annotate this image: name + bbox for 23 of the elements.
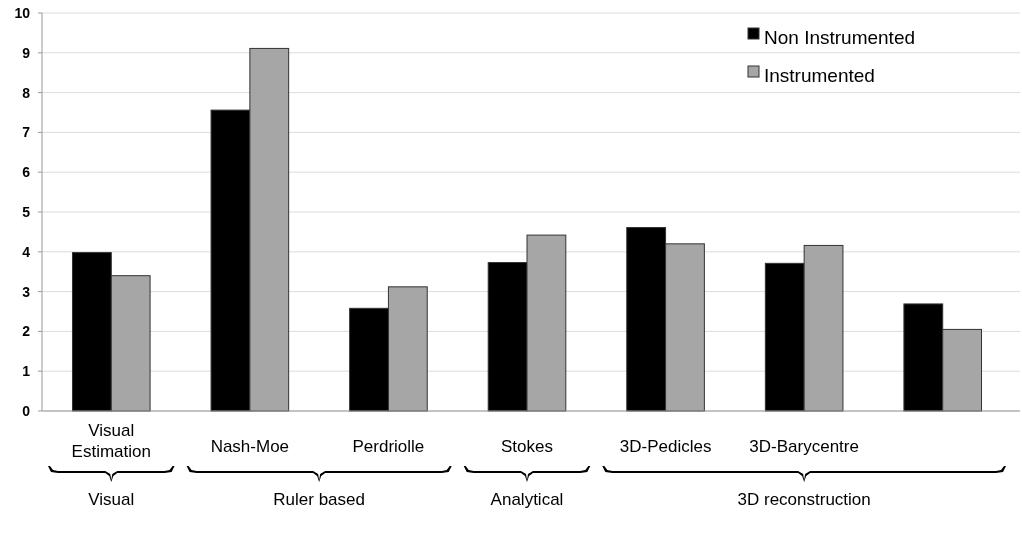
x-tick-label: Perdriolle [352, 437, 425, 456]
y-tick-label: 6 [22, 164, 31, 181]
y-tick-label: 0 [22, 402, 31, 419]
x-tick-label: Nash-Moe [210, 437, 290, 456]
text: 3D reconstruction [737, 490, 871, 509]
y-tick-label: 3 [22, 283, 31, 300]
x-tick-label: Visual Estimation [71, 421, 151, 461]
y-tick-label: 1 [22, 363, 31, 380]
legend-label: Non Instrumented [764, 26, 916, 48]
x-tick-label: Stokes [501, 437, 553, 456]
text: Ruler based [273, 490, 365, 509]
y-tick-label: 10 [14, 4, 31, 21]
legend-label: Instrumented [764, 64, 875, 86]
y-tick-label: 2 [22, 323, 31, 340]
y-tick-label: 5 [22, 203, 31, 220]
y-tick-label: 8 [22, 84, 31, 101]
text: Visual [88, 490, 135, 509]
y-tick-label: 7 [22, 124, 31, 141]
y-tick-label: 9 [22, 44, 31, 61]
x-tick-label: 3D-Barycentre [749, 437, 859, 456]
text: Analytical [490, 490, 564, 509]
x-tick-label: 3D-Pedicles [619, 437, 712, 456]
y-tick-label: 4 [22, 243, 31, 260]
